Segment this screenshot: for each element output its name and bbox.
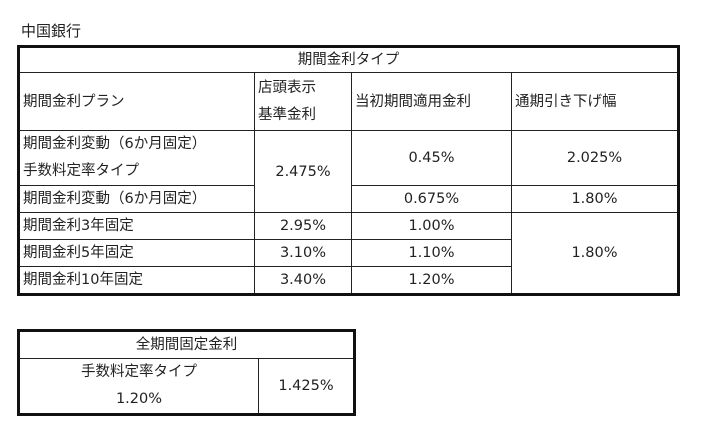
table-row-plan: 期間金利変動（6か月固定） 手数料定率タイプ — [18, 130, 255, 186]
fixed-rate-type-cell: 手数料定率タイプ 1.20% — [18, 358, 259, 415]
initial-rate: 1.10% — [351, 239, 512, 267]
table-row-plan: 期間金利変動（6か月固定） — [18, 185, 255, 213]
fixed-discount-value: 1.80% — [511, 212, 679, 295]
initial-rate: 0.45% — [351, 130, 512, 186]
variable-base-rate: 2.475% — [254, 130, 352, 213]
header-base-line2: 基準金利 — [258, 106, 316, 123]
header-base-rate: 店頭表示 基準金利 — [254, 72, 352, 131]
discount-value: 1.80% — [511, 185, 679, 213]
fixed-rate-right-value: 1.425% — [258, 358, 355, 415]
header-discount: 通期引き下げ幅 — [511, 72, 679, 131]
header-base-line1: 店頭表示 — [258, 79, 316, 96]
table-row-plan: 期間金利3年固定 — [18, 212, 255, 240]
base-rate: 3.40% — [254, 266, 352, 295]
fixed-rate-table: 全期間固定金利 手数料定率タイプ 1.20% 1.425% — [17, 329, 356, 416]
period-rate-table: 期間金利タイプ 期間金利プラン 店頭表示 基準金利 当初期間適用金利 通期引き下… — [17, 45, 680, 296]
discount-value: 2.025% — [511, 130, 679, 186]
table-row-plan: 期間金利5年固定 — [18, 239, 255, 267]
table-row-plan: 期間金利10年固定 — [18, 266, 255, 295]
base-rate: 2.95% — [254, 212, 352, 240]
table-title: 期間金利タイプ — [18, 46, 679, 73]
bank-name: 中国銀行 — [21, 22, 82, 40]
base-rate: 3.10% — [254, 239, 352, 267]
fixed-table-title: 全期間固定金利 — [18, 330, 355, 359]
initial-rate: 1.20% — [351, 266, 512, 295]
header-plan: 期間金利プラン — [18, 72, 255, 131]
plan-line1: 期間金利変動（6か月固定） — [23, 136, 207, 152]
plan-line2: 手数料定率タイプ — [23, 163, 139, 179]
initial-rate: 1.00% — [351, 212, 512, 240]
initial-rate: 0.675% — [351, 185, 512, 213]
header-initial-rate: 当初期間適用金利 — [351, 72, 512, 131]
fixed-rate-type-label: 手数料定率タイプ — [81, 364, 197, 380]
fixed-rate-value: 1.20% — [115, 391, 163, 407]
